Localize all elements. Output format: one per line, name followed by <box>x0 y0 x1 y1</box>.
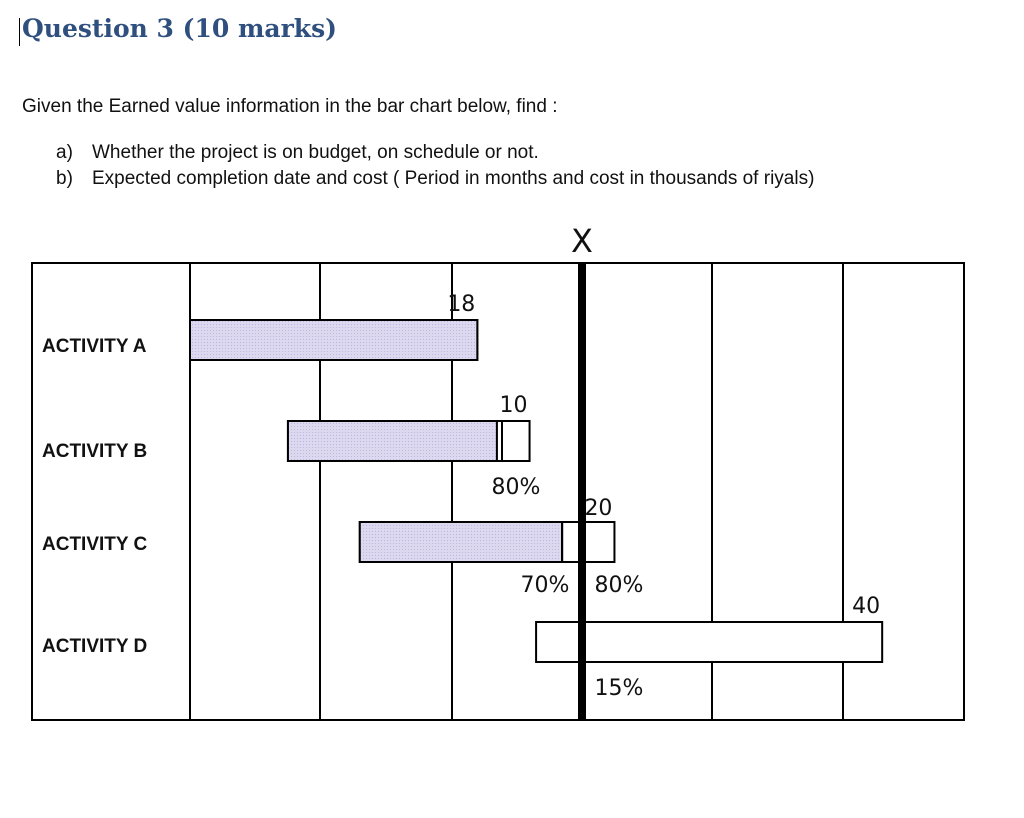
activity-bar-completed <box>358 521 564 563</box>
activity-label: ACTIVITY B <box>42 441 147 462</box>
status-date-marker: X <box>571 222 593 260</box>
progress-percent-label: 80% <box>595 573 644 598</box>
activity-bar-completed <box>189 319 479 361</box>
item-marker: a) <box>56 142 73 163</box>
activity-label: ACTIVITY A <box>42 336 147 357</box>
activity-cost-label: 18 <box>447 292 475 317</box>
activity-bar <box>535 621 884 663</box>
activity-bar-completed <box>286 420 498 462</box>
question-intro: Given the Earned value information in th… <box>22 96 558 117</box>
progress-percent-label: 80% <box>492 475 541 500</box>
activity-cost-label: 40 <box>852 594 880 619</box>
progress-percent-label: 15% <box>595 676 644 701</box>
question-item-a: a) Whether the project is on budget, on s… <box>56 142 539 164</box>
item-text: Expected completion date and cost ( Peri… <box>92 168 815 189</box>
progress-percent-label: 70% <box>521 573 570 598</box>
item-text: Whether the project is on budget, on sch… <box>92 142 539 163</box>
text-cursor <box>19 18 20 46</box>
activity-label: ACTIVITY C <box>42 534 147 555</box>
item-marker: b) <box>56 168 73 189</box>
question-item-b: b) Expected completion date and cost ( Pe… <box>56 168 814 190</box>
activity-cost-label: 10 <box>500 393 528 418</box>
activity-label: ACTIVITY D <box>42 636 147 657</box>
activity-cost-label: 20 <box>584 496 612 521</box>
question-title: Question 3 (10 marks) <box>22 14 338 43</box>
